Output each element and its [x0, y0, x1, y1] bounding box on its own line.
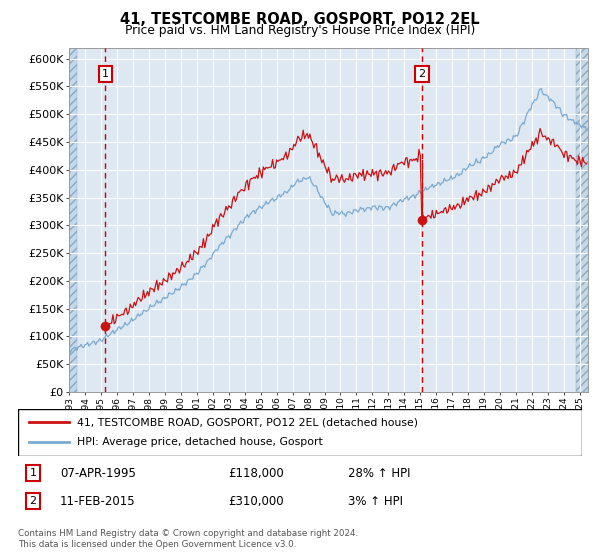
Bar [69, 48, 77, 392]
Text: 07-APR-1995: 07-APR-1995 [60, 466, 136, 480]
Text: Price paid vs. HM Land Registry's House Price Index (HPI): Price paid vs. HM Land Registry's House … [125, 24, 475, 36]
Text: 3% ↑ HPI: 3% ↑ HPI [348, 494, 403, 508]
Bar [576, 48, 592, 392]
Text: Contains HM Land Registry data © Crown copyright and database right 2024.
This d: Contains HM Land Registry data © Crown c… [18, 529, 358, 549]
FancyBboxPatch shape [18, 409, 582, 456]
Text: 41, TESTCOMBE ROAD, GOSPORT, PO12 2EL: 41, TESTCOMBE ROAD, GOSPORT, PO12 2EL [120, 12, 480, 27]
Text: 1: 1 [102, 69, 109, 80]
Text: 2: 2 [419, 69, 425, 80]
Text: 41, TESTCOMBE ROAD, GOSPORT, PO12 2EL (detached house): 41, TESTCOMBE ROAD, GOSPORT, PO12 2EL (d… [77, 417, 418, 427]
Text: £118,000: £118,000 [228, 466, 284, 480]
Text: 1: 1 [29, 468, 37, 478]
Text: HPI: Average price, detached house, Gosport: HPI: Average price, detached house, Gosp… [77, 437, 323, 447]
Text: £310,000: £310,000 [228, 494, 284, 508]
Text: 11-FEB-2015: 11-FEB-2015 [60, 494, 136, 508]
Text: 28% ↑ HPI: 28% ↑ HPI [348, 466, 410, 480]
Text: 2: 2 [29, 496, 37, 506]
